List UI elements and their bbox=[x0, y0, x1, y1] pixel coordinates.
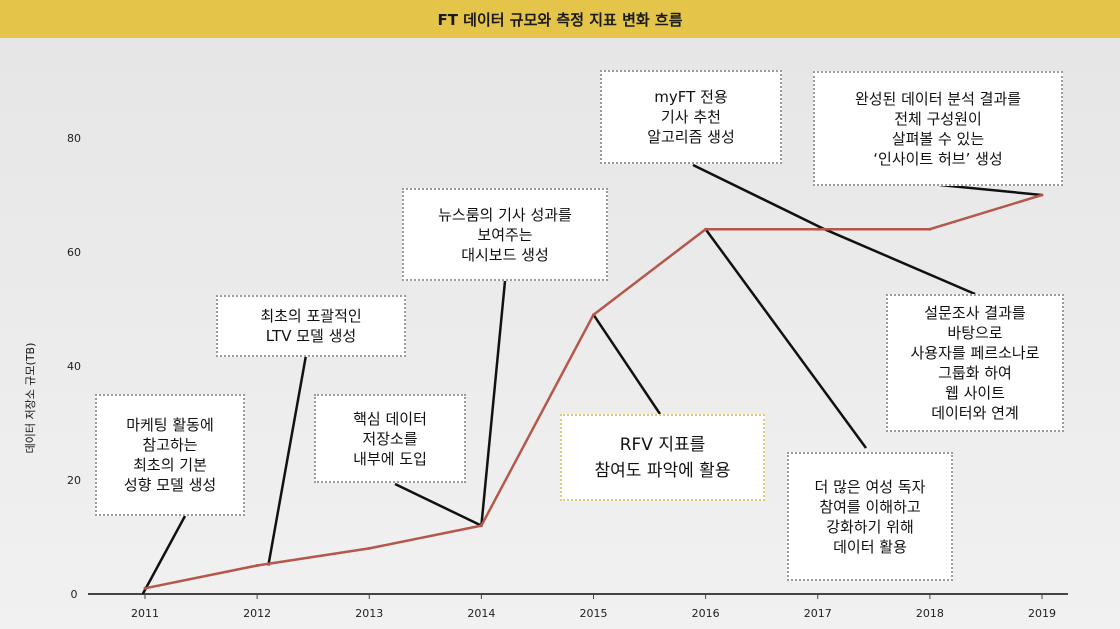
data-point-2011 bbox=[143, 586, 147, 590]
annotation-2016: myFT 전용 기사 추천 알고리즘 생성 bbox=[600, 70, 782, 164]
x-tick-label: 2012 bbox=[243, 607, 271, 620]
chart-title: FT 데이터 규모와 측정 지표 변화 흐름 bbox=[437, 10, 683, 29]
data-point-2014 bbox=[479, 524, 483, 528]
y-tick-label: 20 bbox=[67, 474, 81, 487]
y-tick-label: 60 bbox=[67, 246, 81, 259]
annotation-leader-a2011 bbox=[141, 515, 187, 595]
annotation-leader-a2013 bbox=[394, 482, 482, 527]
data-point-2019 bbox=[1040, 193, 1044, 197]
x-tick-label: 2018 bbox=[916, 607, 944, 620]
x-tick-label: 2016 bbox=[692, 607, 720, 620]
annotation-2011: 마케팅 활동에 참고하는 최초의 기본 성향 모델 생성 bbox=[95, 394, 245, 516]
x-tick-label: 2019 bbox=[1028, 607, 1056, 620]
annotation-2018: 설문조사 결과를 바탕으로 사용자를 페르소나로 그룹화 하여 웹 사이트 데이… bbox=[886, 294, 1064, 432]
x-tick-label: 2015 bbox=[580, 607, 608, 620]
data-point-2015 bbox=[592, 313, 595, 317]
data-point-2012 bbox=[255, 564, 259, 567]
line-chart: 0 20 40 60 80 2011 2012 2013 2014 2015 2016 2017 201… bbox=[67, 132, 1068, 620]
data-point-2013 bbox=[367, 546, 371, 550]
y-tick-label: 40 bbox=[67, 360, 81, 373]
data-point-2018 bbox=[928, 227, 932, 231]
annotation-2017: 더 많은 여성 독자 참여를 이해하고 강화하기 위해 데이터 활용 bbox=[787, 452, 953, 581]
annotation-leader-a2015 bbox=[592, 314, 662, 415]
annotation-leader-a2016 bbox=[692, 163, 826, 231]
annotation-leader-a2019 bbox=[939, 183, 1043, 197]
x-tick-label: 2014 bbox=[467, 607, 495, 620]
y-axis-title: 데이터 저장소 규모(TB) bbox=[24, 342, 37, 454]
annotation-leader-a2014 bbox=[480, 280, 507, 526]
annotation-2015: RFV 지표를 참여도 파악에 활용 bbox=[560, 414, 765, 501]
annotation-2012: 최초의 포괄적인 LTV 모델 생성 bbox=[216, 295, 406, 357]
annotation-2013: 핵심 데이터 저장소를 내부에 도입 bbox=[314, 394, 466, 483]
annotation-2019: 완성된 데이터 분석 결과를 전체 구성원이 살펴볼 수 있는 ‘인사이트 허브… bbox=[813, 71, 1063, 186]
x-tick-label: 2011 bbox=[131, 607, 159, 620]
y-tick-label: 80 bbox=[67, 132, 81, 145]
annotation-leader-a2018 bbox=[823, 228, 976, 296]
y-tick-label: 0 bbox=[71, 588, 78, 601]
data-point-2017 bbox=[816, 227, 820, 231]
x-tick-label: 2017 bbox=[804, 607, 832, 620]
annotation-leader-a2017 bbox=[704, 228, 868, 449]
x-tick-label: 2013 bbox=[355, 607, 383, 620]
data-point-2016 bbox=[704, 227, 708, 231]
annotation-leader-a2012 bbox=[267, 332, 312, 566]
chart-area: 0 20 40 60 80 2011 2012 2013 2014 2015 2016 2017 201… bbox=[0, 38, 1120, 629]
annotation-2014: 뉴스룸의 기사 성과를 보여주는 대시보드 생성 bbox=[402, 188, 608, 281]
chart-title-bar: FT 데이터 규모와 측정 지표 변화 흐름 bbox=[0, 0, 1120, 38]
